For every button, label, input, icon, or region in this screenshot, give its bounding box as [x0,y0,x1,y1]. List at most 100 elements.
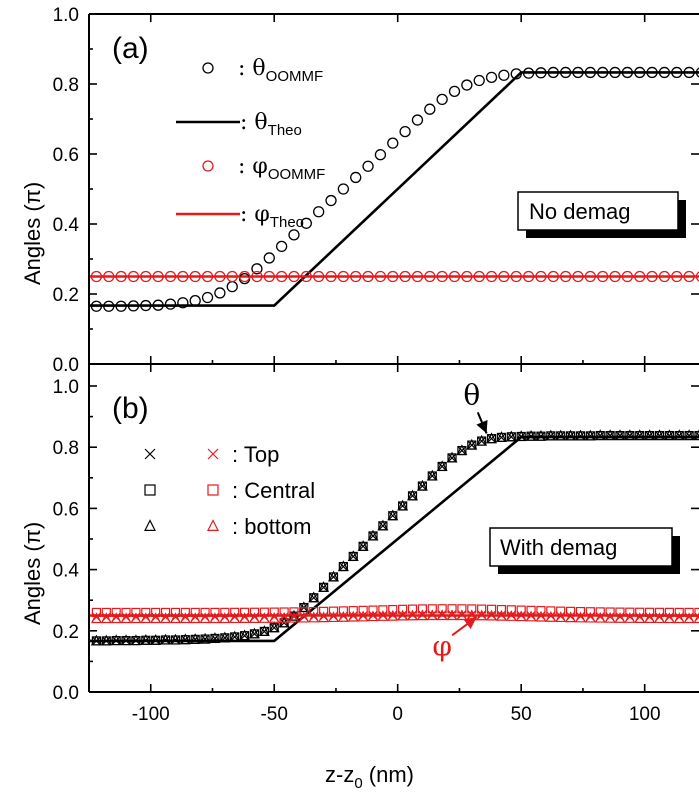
theta-top-point [427,471,437,481]
theta-bottom-point [318,581,330,592]
data-point-φOOMMF [201,270,214,283]
no-demag-box: No demag [517,191,686,238]
data-point-φOOMMF [411,270,424,283]
theta-bottom-point [644,429,656,441]
theta-bottom-point [160,633,172,645]
data-point-φOOMMF [177,270,189,283]
phi-central-point [388,604,398,615]
x-tick-label: 0 [392,704,403,725]
theta-bottom-point [456,444,468,456]
phi-bottom-point [239,612,251,624]
theta-bottom-point [179,633,191,645]
panel-a-axes: 0.0 0.2 0.4 0.6 0.8 1.0 [53,5,699,376]
data-point-θOOMMF [325,194,337,207]
phi-central-point [506,605,516,615]
data-point-φOOMMF [424,270,436,283]
x-tick-label: -100 [132,704,170,725]
panel-a-label: (a) [112,32,149,65]
phi-top-point [477,610,487,620]
with-demag-label: With demag [500,535,617,560]
data-point-θOOMMF [263,252,275,264]
x-axis-title-sub: 0 [354,775,362,792]
data-point-θOOMMF [251,263,263,275]
phi-bottom-point [476,609,488,621]
b-ytick-label: 0.8 [53,438,79,459]
data-point-θOOMMF [510,68,522,80]
legend-label: : bottom [232,514,311,539]
theta-bottom-point [130,634,142,646]
data-point-θOOMMF [337,183,350,195]
phi-bottom-point [505,610,517,621]
phi-bottom-point [614,612,626,623]
theta-top-point [358,541,368,551]
data-point-θOOMMF [535,67,547,79]
data-point-θOOMMF [362,160,374,172]
theta-top-point [516,432,526,441]
panel-b-legend: : Top: Central: bottom [144,442,315,539]
theta-top-point [220,633,230,643]
legend-marker-circle [202,62,214,74]
phi-bottom-point [357,610,369,622]
phi-bottom-point [456,609,468,621]
phi-central-point [477,604,487,614]
data-point-φOOMMF [350,270,362,283]
data-point-φOOMMF [325,270,337,283]
a-ytick-label: 0.6 [53,145,79,166]
legend-label: : Central [232,478,315,503]
theta-bottom-point [407,489,418,501]
data-point-φOOMMF [535,270,547,283]
phi-bottom-point [308,611,320,623]
phi-central-point [496,604,507,615]
data-point-φOOMMF [275,270,288,283]
phi-central-point [546,606,556,616]
data-point-φOOMMF [510,270,522,283]
data-point-θOOMMF [374,149,387,161]
data-point-θOOMMF [473,74,485,87]
theta-bottom-point [495,431,507,442]
annotation-arrowhead [476,420,488,434]
theta-top-point [477,436,487,446]
data-point-φOOMMF [597,270,609,283]
panel-b-label: (b) [112,392,149,425]
x-tick-label: 100 [629,704,661,725]
panel-b-annotations: θφ [432,378,488,662]
phi-bottom-point [436,609,448,621]
theta-top-point [269,623,279,633]
phi-bottom-point [377,610,389,621]
phi-central-point [694,607,699,618]
data-point-θOOMMF [103,300,115,312]
phi-bottom-point [644,612,656,624]
data-point-φOOMMF [226,270,238,283]
phi-bottom-point [120,612,132,624]
data-point-θOOMMF [201,291,214,304]
theta-top-point [526,431,536,441]
data-point-φOOMMF [621,270,634,283]
theta-bottom-point [426,469,438,481]
phi-bottom-point [268,612,280,623]
data-point-θOOMMF [189,294,201,307]
phi-bottom-point [624,612,636,623]
theta-top-point [190,634,200,644]
phi-bottom-point [179,612,191,624]
phi-bottom-point [288,611,300,623]
phi-bottom-point [604,611,616,623]
phi-central-point [437,604,447,614]
data-point-φOOMMF [313,270,325,283]
theta-bottom-point [229,630,241,642]
phi-bottom-point [169,612,181,624]
data-point-φOOMMF [671,270,683,283]
phi-central-point [328,606,339,616]
theta-bottom-point [594,429,606,441]
panel-a-legend: : θOOMMF: θTheo: φOOMMF: φTheo [176,56,325,231]
data-point-θOOMMF [152,299,164,311]
theta-bottom-point [584,429,596,441]
data-point-φOOMMF [436,270,448,283]
annotation-label: φ [432,629,452,662]
data-point-φOOMMF [103,270,115,283]
annotation-arrowhead [463,617,477,630]
b-ytick-label: 0.4 [53,561,80,582]
theta-top-point [408,491,417,501]
phi-bottom-point [328,611,339,623]
theta-bottom-point [100,634,112,646]
data-point-θOOMMF [572,66,584,79]
